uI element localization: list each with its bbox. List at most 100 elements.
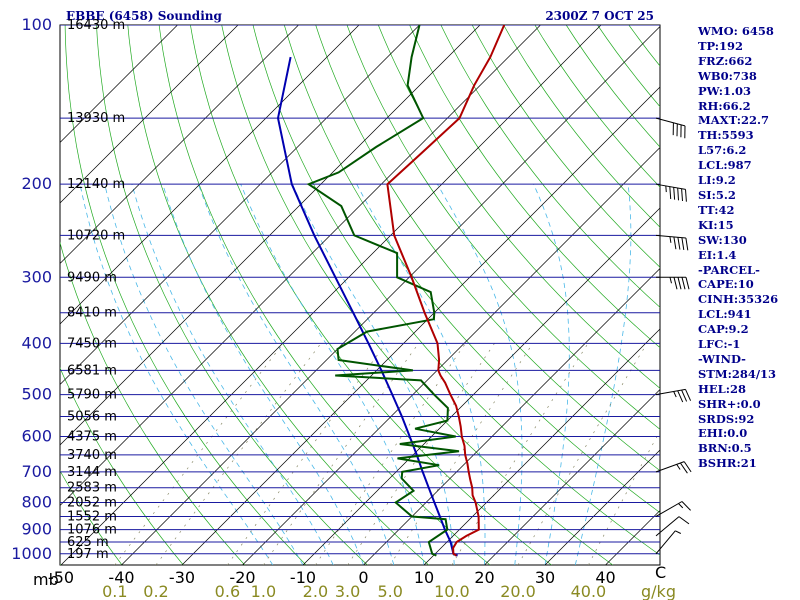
axis-labels: EBBE (6458) Sounding 2300Z 7 OCT 25 mb C… — [11, 9, 676, 600]
index-item: WMO: 6458 — [698, 24, 774, 38]
dry-adiabat — [158, 25, 491, 565]
moist-adiabat — [574, 184, 632, 565]
wind-barb — [655, 388, 692, 403]
height-label: 5056 m — [67, 410, 117, 425]
wind-barb — [655, 530, 682, 555]
mixing-ratio-line — [588, 430, 660, 565]
mixing-ratio-tick-label: 1.0 — [251, 582, 276, 600]
wind-barb-flag — [685, 237, 689, 251]
dry-adiabat — [283, 25, 660, 514]
wind-barb-flag — [681, 277, 686, 290]
index-item: BSHR:21 — [698, 456, 757, 471]
chart-time: 2300Z 7 OCT 25 — [545, 9, 654, 23]
isotherm — [121, 26, 660, 565]
height-label: 13930 m — [67, 111, 125, 126]
dry-adiabat — [346, 25, 660, 430]
wind-barb-flag — [677, 237, 681, 250]
index-item: BRN:0.5 — [698, 441, 752, 456]
wind-barb-flag — [681, 188, 683, 202]
wind-barb — [655, 276, 690, 290]
temperature-tick-label: 20 — [474, 568, 494, 587]
temperature-trace — [386, 25, 506, 557]
wind-barb-flag — [673, 187, 676, 200]
height-label: 12140 m — [67, 177, 125, 192]
height-label: 2583 m — [67, 481, 117, 496]
wind-barb-staff — [655, 501, 683, 517]
moist-adiabat — [292, 184, 455, 565]
plot-area — [59, 24, 661, 566]
height-label: 3144 m — [67, 465, 117, 480]
isotherm — [544, 449, 660, 565]
wind-barb-half-flag — [673, 391, 677, 398]
wind-barb — [655, 183, 687, 202]
isotherm — [60, 25, 602, 565]
pressure-tick-label: 1000 — [11, 544, 52, 563]
wind-barb-half-flag — [678, 503, 684, 509]
dry-adiabat — [785, 25, 800, 565]
mixing-ratio-tick-label: 0.1 — [102, 582, 127, 600]
wind-barb-flag — [673, 277, 678, 290]
dry-adiabat — [534, 25, 660, 188]
dry-adiabat — [503, 25, 660, 228]
mixing-ratio-line — [451, 343, 589, 565]
wind-barb-half-flag — [669, 236, 672, 243]
wind-barb — [655, 501, 691, 517]
pressure-tick-label: 900 — [21, 520, 52, 539]
height-label: 1076 m — [67, 523, 117, 538]
height-label: 10720 m — [67, 228, 125, 243]
isotherm — [60, 25, 360, 325]
wind-barb-flag — [669, 186, 672, 200]
mixing-ratio-tick-label: 40.0 — [571, 582, 607, 600]
wind-barb — [655, 117, 686, 139]
height-label: 6581 m — [67, 363, 117, 378]
index-item: SRDS:92 — [698, 411, 755, 426]
isotherm — [60, 25, 420, 385]
wind-barb-staff — [655, 530, 676, 555]
isotherm — [484, 389, 660, 565]
height-label: 197 m — [67, 547, 109, 562]
index-item: SI:5.2 — [698, 187, 736, 202]
isotherm — [60, 25, 178, 143]
dry-adiabat — [60, 470, 123, 565]
wind-barb-flag — [681, 389, 688, 402]
wind-barb-staff — [655, 388, 686, 396]
wind-barb — [655, 461, 692, 474]
chart-title: EBBE (6458) Sounding — [66, 9, 222, 23]
wind-barb-flag — [681, 501, 691, 511]
dry-adiabat — [315, 25, 660, 472]
temperature-tick-label: -40 — [108, 568, 134, 587]
mixing-ratio-tick-label: 5.0 — [377, 582, 402, 600]
isotherm — [423, 328, 660, 565]
mixing-ratio-line — [155, 343, 322, 565]
mixing-ratio-tick-label: 0.2 — [143, 582, 168, 600]
wind-barb-staff — [655, 461, 685, 473]
index-item: HEL:28 — [698, 381, 746, 396]
index-item: FRZ:662 — [698, 53, 753, 68]
index-item: LCL:941 — [698, 307, 752, 322]
temperature-tick-label: -50 — [48, 568, 74, 587]
dry-adiabat — [60, 367, 184, 565]
index-item: PW:1.03 — [698, 83, 752, 98]
temperature-tick-label: 0 — [358, 568, 368, 587]
dry-adiabat — [440, 25, 660, 308]
wind-barbs — [655, 117, 692, 555]
moist-adiabat — [131, 184, 334, 565]
dry-adiabat — [252, 25, 660, 556]
dry-adiabat — [96, 25, 368, 565]
height-label: 625 m — [67, 535, 109, 550]
pressure-tick-label: 300 — [21, 267, 52, 286]
index-item: LI:9.2 — [698, 173, 736, 188]
isotherm — [60, 25, 541, 506]
pressure-tick-label: 400 — [21, 333, 52, 352]
mixing-ratio-tick-label: 2.0 — [303, 582, 328, 600]
index-item: SHR+:0.0 — [698, 396, 761, 411]
isotherm — [242, 147, 660, 565]
mixing-ratio-line — [263, 343, 419, 565]
index-item: LFC:-1 — [698, 337, 741, 352]
height-label: 4375 m — [67, 430, 117, 445]
index-item: TH:5593 — [698, 128, 754, 143]
index-item: TT:42 — [698, 202, 735, 217]
dry-adiabat — [64, 25, 307, 565]
index-item: SW:130 — [698, 232, 747, 247]
